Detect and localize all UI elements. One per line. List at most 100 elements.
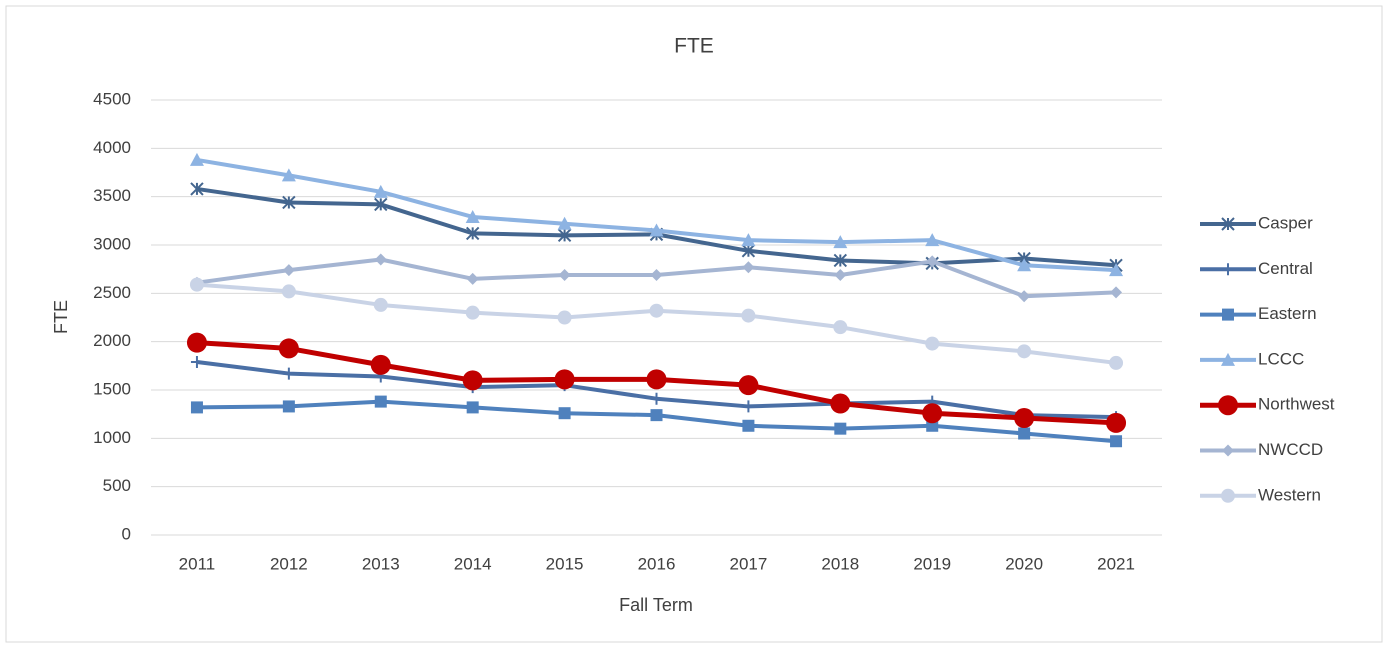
x-tick-label: 2014 [454,554,492,573]
y-tick-label: 1000 [93,428,131,447]
marker [466,272,479,285]
marker [186,332,207,353]
y-tick-label: 3500 [93,186,131,205]
x-tick-label: 2015 [546,554,584,573]
x-tick-label: 2013 [362,554,400,573]
marker [833,253,848,268]
marker [465,209,480,223]
x-axis-label: Fall Term [619,595,693,615]
y-tick-label: 500 [103,476,131,495]
marker [1222,263,1234,276]
marker [557,228,572,243]
marker [557,216,572,230]
legend-label: LCCC [1258,349,1304,368]
marker [1014,408,1035,429]
marker [282,367,295,380]
y-tick-label: 2500 [93,283,131,302]
marker [649,223,664,237]
marker [1110,286,1123,299]
legend-label: Northwest [1258,395,1335,414]
marker [189,152,204,166]
chart-title: FTE [674,35,714,58]
marker [462,370,483,391]
marker [370,354,391,375]
marker [834,268,847,281]
marker [1018,427,1031,440]
x-tick-label: 2019 [913,554,951,573]
marker [925,233,940,247]
marker [650,409,663,422]
x-tick-label: 2018 [821,554,859,573]
marker [1109,355,1124,370]
marker [834,422,847,435]
marker [554,369,575,390]
marker [190,355,203,368]
marker [741,244,756,258]
marker [1109,263,1124,277]
marker [925,336,940,351]
y-tick-label: 3000 [93,234,131,253]
marker [833,235,848,249]
marker [190,401,203,414]
marker [1017,344,1032,359]
marker [741,308,756,323]
marker [374,395,387,408]
x-tick-label: 2021 [1097,554,1135,573]
x-tick-label: 2012 [270,554,308,573]
legend-label: Eastern [1258,304,1317,323]
marker [373,297,388,312]
marker [1222,444,1234,457]
y-tick-label: 0 [122,524,131,543]
marker [282,195,296,210]
marker [558,268,571,281]
marker [466,401,479,414]
marker [374,197,388,212]
legend-label: Western [1258,485,1321,504]
marker [373,184,388,198]
marker [1221,352,1235,366]
marker [374,253,387,266]
legend-label: Central [1258,259,1313,278]
marker [741,233,756,247]
marker [742,400,755,413]
marker [278,338,299,359]
marker [922,403,943,424]
marker [465,305,480,320]
marker [738,375,759,396]
y-tick-label: 4000 [93,138,131,157]
marker [189,277,204,292]
marker [742,261,755,274]
marker [282,400,295,413]
marker [650,268,663,281]
marker [1221,488,1235,503]
marker [1218,395,1238,416]
marker [1221,217,1235,231]
y-tick-label: 4500 [93,89,131,108]
marker [1222,308,1234,321]
marker [281,284,296,299]
marker [1018,290,1031,303]
marker [282,264,295,277]
marker [742,419,755,432]
marker [833,320,848,335]
marker [646,369,667,390]
legend-label: NWCCD [1258,440,1323,459]
marker [557,310,572,325]
marker [650,392,663,405]
y-tick-label: 2000 [93,331,131,350]
marker [830,393,851,414]
marker [649,303,664,318]
x-tick-label: 2017 [729,554,767,573]
x-tick-label: 2016 [638,554,676,573]
chart-border [5,5,1383,643]
marker [1106,412,1127,433]
marker [1017,258,1032,272]
marker [926,419,939,432]
marker [281,168,296,182]
marker [926,255,939,268]
marker [558,407,571,420]
marker [190,182,204,196]
x-tick-label: 2011 [179,554,216,573]
y-axis-label: FTE [51,300,71,334]
